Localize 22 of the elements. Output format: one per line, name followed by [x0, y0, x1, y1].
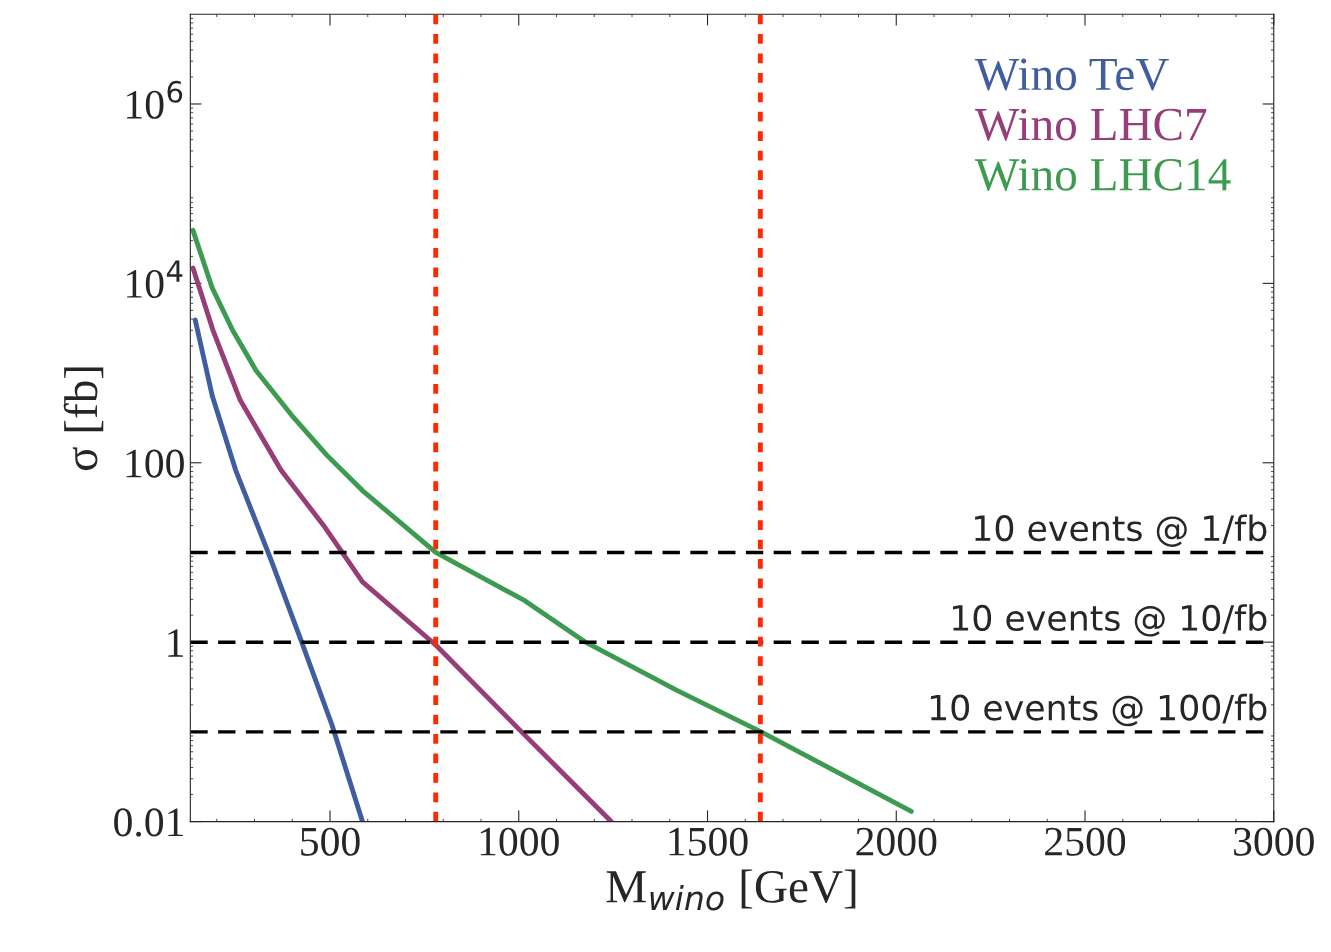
x-tick-label: 2000 [856, 827, 937, 856]
x-tick-label: 1000 [480, 827, 559, 856]
text: Wino LHC14 [974, 158, 1231, 191]
x-axis-title: M$_{wino}$ [GeV] [606, 869, 856, 911]
line-series [190, 265, 614, 822]
ref-line-label: 10 events @ 100/fb [930, 693, 1267, 727]
x-tick-label: 2500 [1045, 827, 1126, 856]
ref-line-label: 10 events @ 10/fb [953, 604, 1267, 637]
y-tick-label: 0.01 [114, 808, 183, 837]
y-tick-label: 10$^{4}$ [127, 260, 183, 299]
x-tick-label: 1500 [669, 827, 748, 856]
y-tick-label: 10$^{6}$ [127, 80, 183, 119]
text: Wino TeV [974, 58, 1169, 91]
y-tick-label: 100 [126, 449, 184, 478]
ref-line-label: 10 events @ 1/fb [975, 514, 1267, 547]
y-tick-label: 1 [168, 629, 183, 657]
x-tick-label: 3000 [1234, 827, 1314, 856]
text: Wino LHC7 [974, 108, 1207, 141]
line-series [192, 317, 365, 822]
line-series [190, 227, 914, 814]
x-tick-label: 500 [301, 827, 360, 856]
y-axis-title: σ [fb] [63, 367, 104, 471]
